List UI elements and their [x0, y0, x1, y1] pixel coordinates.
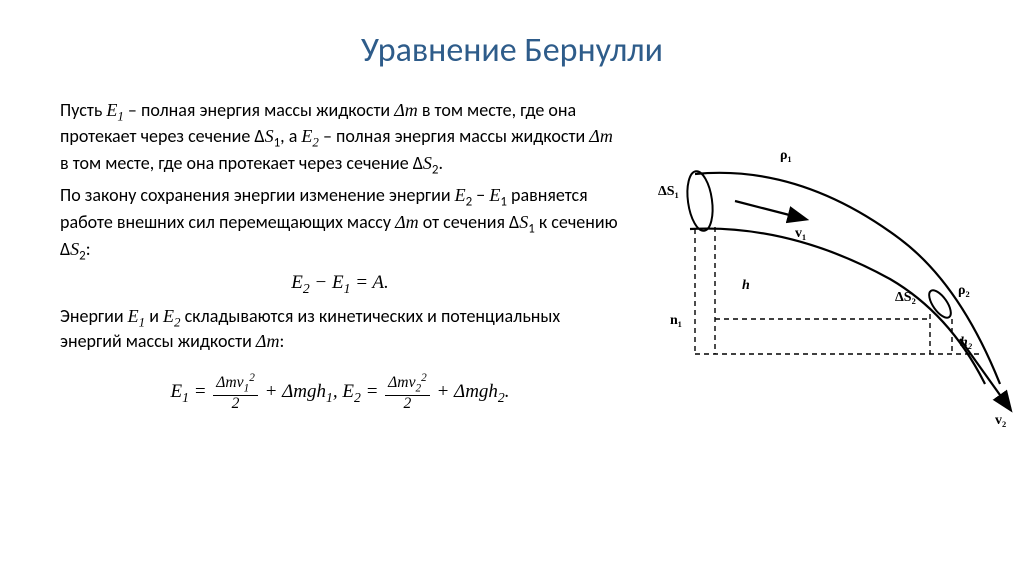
p2-S2-sub: 2	[79, 249, 86, 264]
eq2-g2: g	[479, 381, 489, 402]
eq2-hsub2: 2	[498, 390, 505, 405]
eq2-den2: 2	[385, 396, 430, 412]
eq2-sub1: 1	[182, 390, 189, 405]
p1-text4: , а	[280, 125, 301, 147]
eq2-sub2: 2	[354, 390, 361, 405]
eq1-dot: .	[384, 272, 389, 293]
eq2-dot2: .	[505, 381, 510, 402]
p1-text: Пусть	[60, 99, 106, 121]
p2-text1: По закону сохранения энергии изменение э…	[60, 184, 455, 206]
eq1-E2: E	[291, 272, 303, 293]
eq2-plus2: + Δ	[432, 381, 465, 402]
text-column: Пусть E1 – полная энергия массы жидкости…	[60, 99, 620, 412]
eq2-num1a: Δm	[216, 374, 236, 391]
eq2-eq: =	[189, 381, 211, 402]
label-v1: v₁	[795, 226, 806, 241]
p3-and: и	[145, 305, 163, 327]
label-n1: n₁	[670, 313, 682, 328]
eq2-E1: E	[170, 381, 182, 402]
eq2-eq2: =	[361, 381, 383, 402]
eq2-hsub1: 1	[326, 390, 333, 405]
p2-dm: Δm	[395, 212, 419, 232]
eq2-num2a: Δm	[388, 374, 408, 391]
p2-text5: :	[86, 238, 91, 260]
p2-minus: −	[472, 184, 489, 206]
eq1-eq: =	[350, 272, 372, 293]
p1-E2: E	[301, 126, 312, 146]
label-rho1: ρ₁	[780, 148, 792, 163]
p1-text7: .	[438, 152, 443, 174]
equation-2: E1 = Δmv122 + Δmgh1, E2 = Δmv222 + Δmgh2…	[60, 373, 620, 412]
diagram-column: ΔS₁ ρ₁ v₁ h n₁ ΔS₂ ρ₂ h₂ v₂	[640, 99, 964, 412]
p3-E2: E	[163, 306, 174, 326]
p3-dm: Δm	[256, 331, 280, 351]
paragraph-1: Пусть E1 – полная энергия массы жидкости…	[60, 99, 620, 178]
label-dS1: ΔS₁	[658, 184, 679, 199]
p1-S2: S	[423, 153, 432, 173]
p2-E1-sub: 1	[500, 195, 507, 210]
eq2-h2: h	[488, 381, 498, 402]
eq2-h: h	[317, 381, 327, 402]
eq2-plus: + Δ	[260, 381, 293, 402]
p1-E1: E	[106, 100, 117, 120]
p2-S2: S	[70, 239, 79, 259]
p2-S1-sub: 1	[528, 222, 535, 237]
p2-S1: S	[519, 212, 528, 232]
p1-text2: – полная энергия массы жидкости	[124, 99, 394, 121]
p3-E1: E	[128, 306, 139, 326]
label-h: h	[742, 278, 750, 293]
label-v2: v₂	[995, 413, 1006, 428]
p1-dm: Δm	[394, 100, 418, 120]
eq2-m: m	[293, 381, 307, 402]
label-h2: h₂	[960, 335, 973, 350]
p2-text3: от сечения Δ	[419, 211, 520, 233]
p2-E2: E	[455, 185, 466, 205]
eq1-E1: E	[332, 272, 344, 293]
eq2-g: g	[307, 381, 317, 402]
p3-text3: :	[279, 330, 284, 352]
p1-text6: в том месте, где она протекает через сеч…	[60, 152, 423, 174]
content-row: Пусть E1 – полная энергия массы жидкости…	[60, 99, 964, 412]
paragraph-2: По закону сохранения энергии изменение э…	[60, 184, 620, 264]
eq2-den1: 2	[213, 396, 258, 412]
p3-text1: Энергии	[60, 305, 128, 327]
eq2-num1b: v	[237, 374, 244, 391]
eq2-num1sup: 2	[249, 372, 255, 384]
label-rho2: ρ₂	[958, 283, 970, 298]
p1-text5: – полная энергия массы жидкости	[319, 125, 589, 147]
eq1-A: A	[372, 272, 384, 293]
slide-title: Уравнение Бернулли	[60, 30, 964, 71]
eq2-comma: ,	[333, 381, 343, 402]
eq2-E2: E	[342, 381, 354, 402]
eq2-frac1: Δmv122	[213, 373, 258, 412]
label-dS2: ΔS₂	[895, 290, 916, 305]
paragraph-3: Энергии E1 и E2 складываются из кинетиче…	[60, 305, 620, 353]
eq1-sub2: 2	[303, 280, 310, 295]
eq2-frac2: Δmv222	[385, 373, 430, 412]
p1-dm2: Δm	[589, 126, 613, 146]
p1-S1: S	[265, 126, 274, 146]
eq2-num2sup: 2	[421, 372, 427, 384]
equation-1: E2 − E1 = A.	[60, 271, 620, 297]
slide-root: Уравнение Бернулли Пусть E1 – полная эне…	[0, 0, 1024, 574]
p2-E1: E	[489, 185, 500, 205]
eq2-m2: m	[465, 381, 479, 402]
bernoulli-diagram: ΔS₁ ρ₁ v₁ h n₁ ΔS₂ ρ₂ h₂ v₂	[640, 129, 1020, 429]
eq1-minus: −	[310, 272, 332, 293]
